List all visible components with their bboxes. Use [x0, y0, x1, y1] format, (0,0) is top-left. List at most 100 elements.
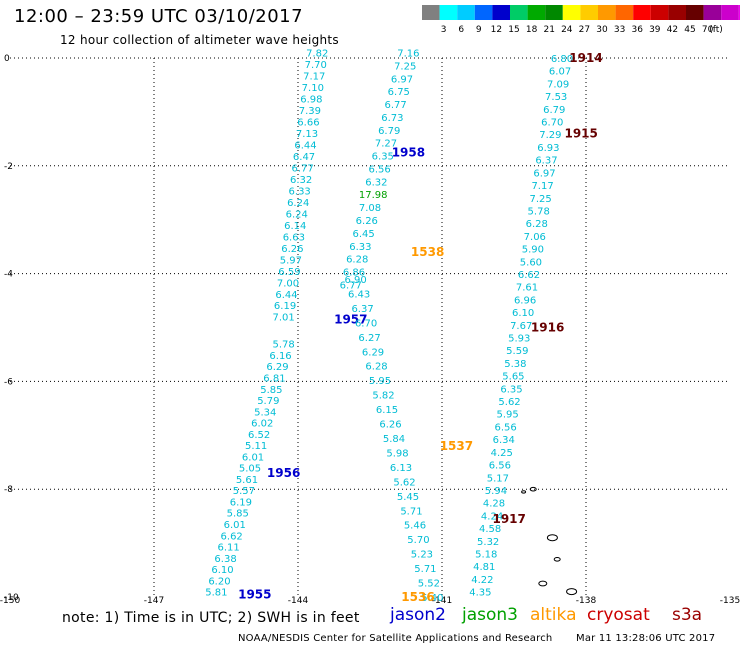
timestamp: Mar 11 13:28:06 UTC 2017 — [576, 633, 716, 644]
x-tick-label: -138 — [576, 596, 597, 605]
colorbar: 3 6 9 12 15 18 21 24 27 30 33 36 39 42 45 70(ft) — [422, 5, 740, 35]
pass-time-label: 1955 — [238, 587, 271, 601]
island-outline — [529, 486, 537, 492]
wave-height-value: 7.01 — [272, 313, 294, 324]
wave-height-value: 5.71 — [400, 506, 422, 517]
wave-height-value: 6.13 — [390, 463, 412, 474]
wave-height-value: 6.33 — [349, 242, 371, 253]
wave-height-value: 5.85 — [260, 385, 282, 396]
colorbar-swatch — [633, 5, 651, 20]
wave-height-value: 6.62 — [518, 270, 540, 281]
wave-height-value: 5.52 — [418, 579, 440, 590]
footer-note: note: 1) Time is in UTC; 2) SWH is in fe… — [62, 610, 360, 626]
colorbar-swatch — [686, 5, 704, 20]
pass-time-label: 1537 — [440, 439, 473, 453]
colorbar-swatch — [615, 5, 634, 20]
x-tick-label: -150 — [0, 596, 20, 605]
wave-height-value: 7.70 — [305, 60, 327, 71]
wave-height-value: 7.17 — [303, 72, 325, 83]
pass-cs-1915: 1915 — [564, 126, 597, 140]
pass-time-label: 1915 — [564, 126, 597, 140]
wave-height-value: 6.37 — [535, 156, 557, 167]
wave-height-value: 6.19 — [230, 497, 252, 508]
colorbar-swatch — [721, 5, 739, 20]
colorbar-tick-label: 9 — [476, 25, 482, 35]
wave-height-value: 6.27 — [358, 333, 380, 344]
wave-height-value: 7.29 — [539, 130, 561, 141]
wave-height-value: 4.81 — [473, 562, 495, 573]
colorbar-swatch — [738, 5, 740, 20]
wave-height-value: 6.32 — [290, 175, 312, 186]
pass-ak-1537: 6.90 6.43 6.37 6.70 6.27 6.29 6.28 5.95 5.82 6.15… — [344, 275, 473, 604]
island-outline — [546, 534, 558, 542]
wave-height-value: 7.00 — [277, 278, 299, 289]
wave-height-value: 6.07 — [549, 67, 571, 78]
wave-height-value: 7.13 — [296, 129, 318, 140]
colorbar-swatch — [598, 5, 616, 20]
colorbar-swatch — [457, 5, 475, 20]
wave-height-value: 7.61 — [516, 283, 538, 294]
wave-height-value: 6.56 — [489, 461, 511, 472]
pass-ak-1538: 7.167.25 6.97 6.75 6.77 6.73 6.79 7.27 6.356.56… — [340, 49, 445, 292]
y-tick-label: -8 — [4, 485, 13, 495]
y-tick-label: -6 — [4, 377, 13, 387]
wave-height-value: 5.62 — [498, 397, 520, 408]
colorbar-swatch — [422, 5, 440, 20]
wave-height-value: 5.40 — [421, 593, 443, 604]
wave-height-value: 5.70 — [407, 535, 429, 546]
wave-height-value: 7.27 — [375, 139, 397, 150]
wave-height-value: 7.16 — [397, 49, 419, 60]
wave-height-value: 6.90 — [344, 275, 366, 286]
colorbar-tick-label: 70 — [702, 25, 714, 35]
wave-height-value: 5.18 — [475, 549, 497, 560]
colorbar-swatch — [668, 5, 686, 20]
wave-height-value: 6.24 — [287, 198, 309, 209]
colorbar-swatch — [580, 5, 598, 20]
wave-height-value: 5.98 — [386, 448, 408, 459]
page-title: 12:00 – 23:59 UTC 03/10/2017 — [14, 6, 304, 27]
wave-height-value: 6.79 — [543, 105, 565, 116]
legend-cryosat: cryosat — [587, 605, 650, 625]
wave-height-value: 4.28 — [483, 499, 505, 510]
pass-j2-1955: 1955 — [238, 587, 271, 601]
wave-height-value: 6.37 — [351, 304, 373, 315]
wave-height-value: 6.98 — [300, 95, 322, 106]
pass-time-label: 1916 — [531, 321, 564, 335]
wave-height-value: 5.65 — [502, 372, 524, 383]
wave-height-value: 5.78 — [272, 340, 294, 351]
wave-height-value: 5.11 — [245, 441, 267, 452]
colorbar-swatch — [474, 5, 493, 20]
wave-height-value: 5.97 — [280, 255, 302, 266]
colorbar-tick-label: 36 — [631, 25, 643, 35]
y-tick-label: -10 — [4, 593, 19, 603]
wave-height-value: 7.17 — [531, 181, 553, 192]
wave-height-value: 5.34 — [254, 407, 276, 418]
wave-height-value: 6.26 — [379, 420, 401, 431]
y-tick-label: -4 — [4, 270, 13, 280]
wave-height-value: 6.24 — [286, 209, 308, 220]
wave-height-value: 4.25 — [491, 448, 513, 459]
wave-height-value: 7.08 — [359, 203, 381, 214]
wave-height-value: 7.25 — [394, 61, 416, 72]
island-outline — [553, 556, 561, 562]
y-tick-label: 0 — [4, 54, 10, 64]
legend-jason3: jason3 — [462, 605, 518, 625]
wave-height-value: 6.35 — [500, 384, 522, 395]
page-subtitle: 12 hour collection of altimeter wave hei… — [60, 33, 339, 47]
wave-height-value: 6.20 — [208, 576, 230, 587]
credit-line: NOAA/NESDIS Center for Satellite Applica… — [238, 633, 553, 644]
wave-height-value: 6.35 — [372, 152, 394, 163]
pass-cs-1916: 1916 — [531, 321, 564, 335]
colorbar-swatch — [527, 5, 546, 20]
wave-height-value: 6.77 — [291, 163, 313, 174]
pass-cs-1917: 1917 — [492, 512, 525, 526]
colorbar-tick-label: 27 — [579, 25, 590, 35]
wave-height-value: 5.78 — [528, 206, 550, 217]
wave-height-value: 6.80 — [551, 54, 573, 65]
wave-height-value: 5.90 — [522, 245, 544, 256]
colorbar-tick-label: 15 — [508, 25, 519, 35]
wave-height-value: 6.14 — [284, 221, 306, 232]
wave-height-value: 5.93 — [508, 334, 530, 345]
colorbar-swatch — [703, 5, 722, 20]
wave-height-value: 5.85 — [227, 509, 249, 520]
